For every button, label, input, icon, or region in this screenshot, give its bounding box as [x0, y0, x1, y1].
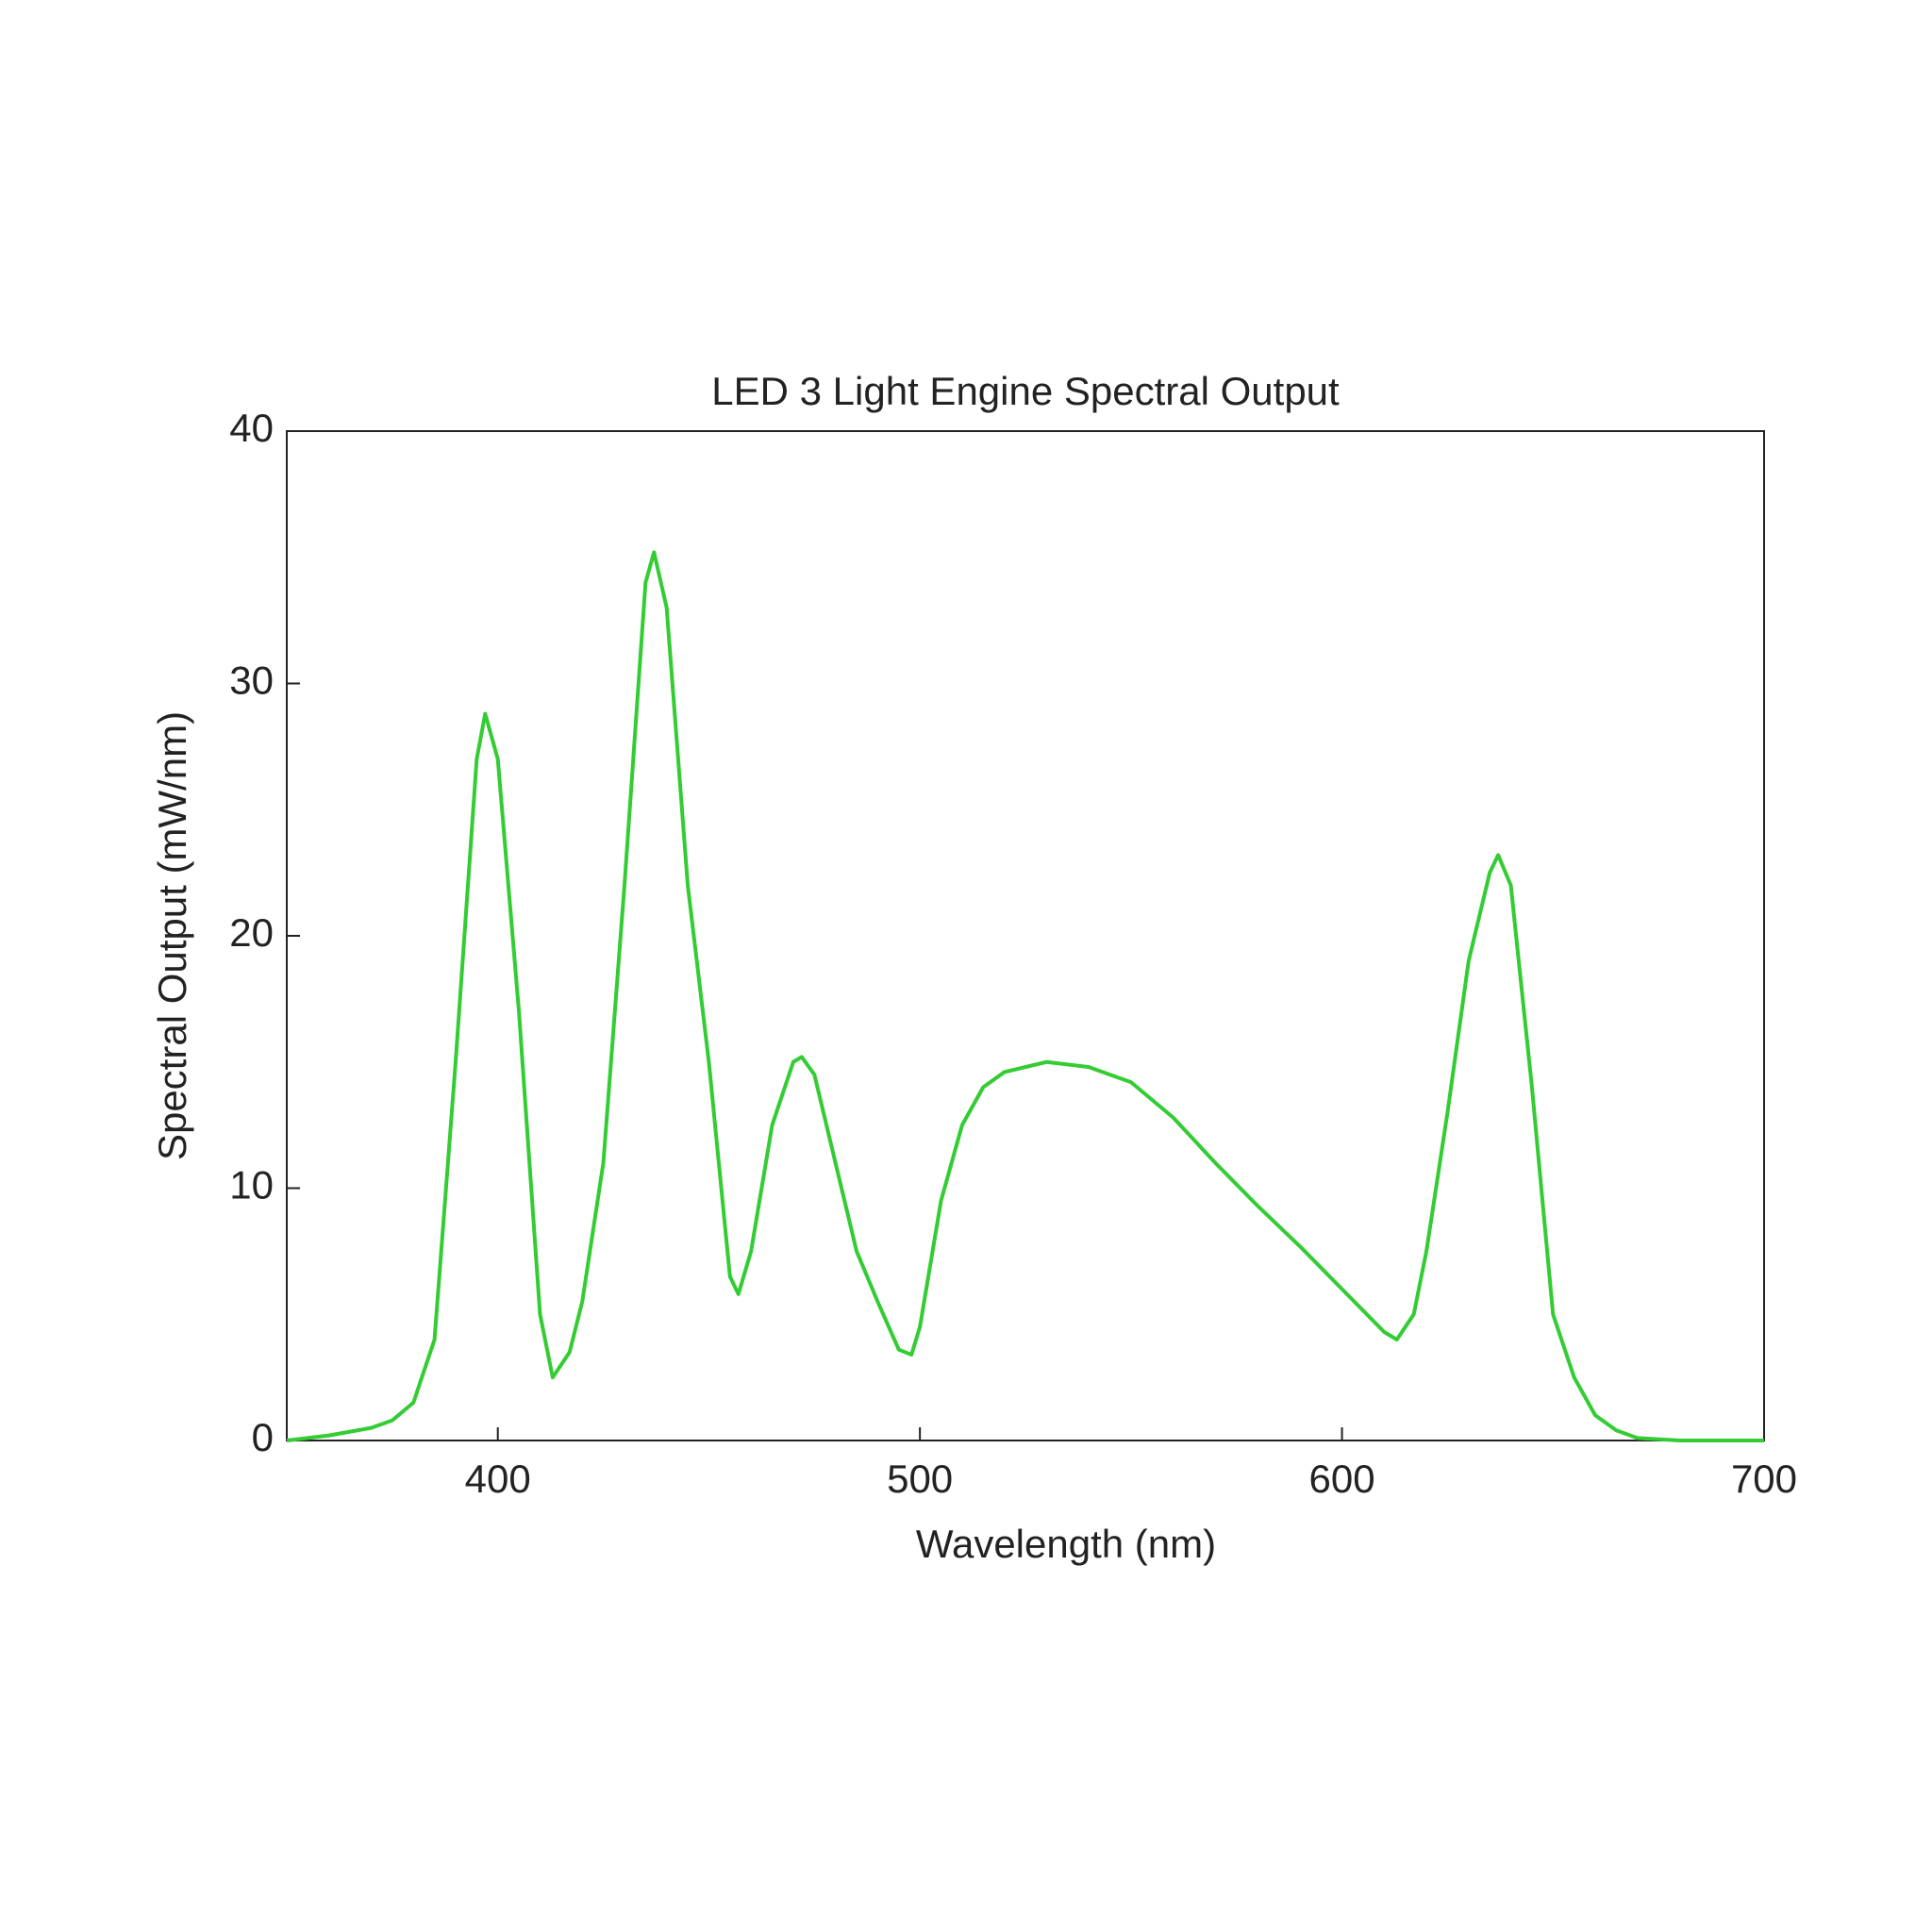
x-tick-label: 700 — [1731, 1457, 1797, 1501]
y-tick-label: 10 — [229, 1163, 274, 1208]
y-tick-label: 40 — [229, 406, 274, 450]
y-tick-label: 30 — [229, 658, 274, 703]
chart-title: LED 3 Light Engine Spectral Output — [711, 369, 1340, 413]
x-tick-label: 500 — [887, 1457, 953, 1501]
y-axis-label: Spectral Output (mW/nm) — [150, 711, 194, 1160]
plot-frame — [286, 430, 1765, 1441]
y-tick-label: 0 — [252, 1415, 274, 1459]
x-tick-label: 600 — [1309, 1457, 1375, 1501]
data-line — [286, 550, 1764, 1442]
y-tick-label: 20 — [229, 910, 274, 955]
x-tick-label: 400 — [465, 1457, 531, 1501]
x-axis-label: Wavelength (nm) — [916, 1522, 1216, 1566]
